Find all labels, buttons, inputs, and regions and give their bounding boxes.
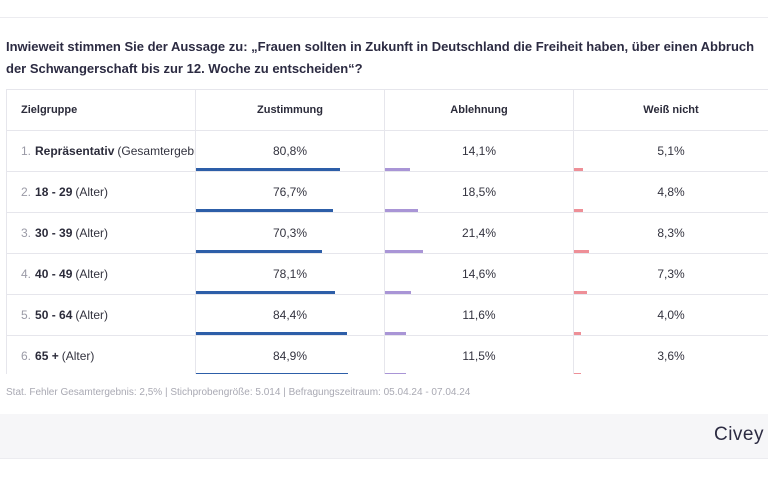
group-qualifier: (Gesamtergebnis): [117, 144, 195, 158]
zustimmung-cell: 70,3%: [196, 213, 385, 254]
group-name: 30 - 39: [35, 226, 73, 240]
weiss_nicht-bar: [574, 332, 582, 335]
weiss-nicht-cell: 3,6%: [574, 336, 768, 374]
ablehnung-cell: 18,5%: [385, 172, 574, 213]
methodology-footnote: Stat. Fehler Gesamtergebnis: 2,5% | Stic…: [6, 387, 471, 398]
row-number: 4.: [21, 267, 32, 281]
zustimmung-bar: [196, 168, 341, 171]
ablehnung-cell: 14,1%: [385, 131, 574, 172]
value-label: 3,6%: [657, 349, 685, 363]
weiss_nicht-bar: [574, 291, 588, 294]
value-label: 70,3%: [272, 226, 308, 240]
results-table[interactable]: Zielgruppe Zustimmung Ablehnung Weiß nic…: [6, 89, 768, 374]
value-label: 78,1%: [272, 267, 308, 281]
value-label: 14,6%: [461, 267, 497, 281]
group-name: 40 - 49: [35, 267, 73, 281]
ablehnung-bar: [385, 373, 406, 374]
ablehnung-cell: 11,5%: [385, 336, 574, 374]
results-grid: Zielgruppe Zustimmung Ablehnung Weiß nic…: [7, 90, 768, 374]
header-zustimmung[interactable]: Zustimmung: [196, 90, 385, 131]
header-weiss-nicht[interactable]: Weiß nicht: [574, 90, 768, 131]
weiss_nicht-bar: [574, 209, 583, 212]
zustimmung-bar: [196, 373, 348, 374]
row-number: 1.: [21, 144, 32, 158]
value-label: 11,6%: [462, 308, 496, 322]
row-number: 6.: [21, 349, 32, 363]
weiss-nicht-cell: 4,0%: [574, 295, 768, 336]
weiss_nicht-bar: [574, 168, 584, 171]
ablehnung-cell: 14,6%: [385, 254, 574, 295]
group-name: 18 - 29: [35, 185, 73, 199]
zustimmung-bar: [196, 209, 333, 212]
value-label: 21,4%: [461, 226, 497, 240]
value-label: 80,8%: [272, 144, 308, 158]
row-number: 2.: [21, 185, 32, 199]
group-qualifier: (Alter): [75, 267, 109, 281]
group-name: 65 +: [35, 349, 59, 363]
value-label: 5,1%: [657, 144, 685, 158]
group-qualifier: (Alter): [75, 308, 109, 322]
row-label: 6. 65 + (Alter): [7, 336, 196, 374]
row-label: 3. 30 - 39 (Alter): [7, 213, 196, 254]
value-label: 84,4%: [272, 308, 308, 322]
weiss-nicht-cell: 8,3%: [574, 213, 768, 254]
zustimmung-bar: [196, 332, 347, 335]
row-label: 4. 40 - 49 (Alter): [7, 254, 196, 295]
row-number: 3.: [21, 226, 32, 240]
ablehnung-cell: 21,4%: [385, 213, 574, 254]
footer-bar: Civey: [0, 414, 768, 458]
value-label: 7,3%: [657, 267, 685, 281]
zustimmung-cell: 84,4%: [196, 295, 385, 336]
zustimmung-cell: 84,9%: [196, 336, 385, 374]
ablehnung-bar: [385, 291, 412, 294]
weiss-nicht-cell: 7,3%: [574, 254, 768, 295]
group-qualifier: (Alter): [75, 185, 109, 199]
value-label: 11,5%: [462, 349, 496, 363]
group-qualifier: (Alter): [61, 349, 95, 363]
value-label: 76,7%: [272, 185, 308, 199]
zustimmung-bar: [196, 291, 336, 294]
zustimmung-cell: 80,8%: [196, 131, 385, 172]
bottom-divider: [0, 458, 768, 459]
row-label: 2. 18 - 29 (Alter): [7, 172, 196, 213]
zustimmung-cell: 76,7%: [196, 172, 385, 213]
group-name: Repräsentativ: [35, 144, 115, 158]
zustimmung-cell: 78,1%: [196, 254, 385, 295]
value-label: 84,9%: [272, 349, 308, 363]
value-label: 14,1%: [461, 144, 497, 158]
survey-question: Inwieweit stimmen Sie der Aussage zu: „F…: [6, 39, 755, 76]
ablehnung-bar: [385, 250, 424, 253]
ablehnung-bar: [385, 209, 419, 212]
value-label: 4,0%: [657, 308, 685, 322]
zustimmung-bar: [196, 250, 322, 253]
value-label: 4,8%: [657, 185, 685, 199]
top-divider: [0, 17, 768, 18]
value-label: 8,3%: [657, 226, 685, 240]
ablehnung-bar: [385, 332, 406, 335]
ablehnung-cell: 11,6%: [385, 295, 574, 336]
ablehnung-bar: [385, 168, 411, 171]
value-label: 18,5%: [461, 185, 497, 199]
weiss-nicht-cell: 4,8%: [574, 172, 768, 213]
row-label: 1.Repräsentativ(Gesamtergebnis): [7, 131, 196, 172]
header-zielgruppe: Zielgruppe: [7, 90, 196, 131]
weiss-nicht-cell: 5,1%: [574, 131, 768, 172]
weiss_nicht-bar: [574, 373, 581, 374]
row-label: 5. 50 - 64 (Alter): [7, 295, 196, 336]
header-ablehnung[interactable]: Ablehnung: [385, 90, 574, 131]
civey-logo[interactable]: Civey: [713, 424, 764, 445]
group-qualifier: (Alter): [75, 226, 109, 240]
row-number: 5.: [21, 308, 32, 322]
group-name: 50 - 64: [35, 308, 73, 322]
weiss_nicht-bar: [574, 250, 590, 253]
